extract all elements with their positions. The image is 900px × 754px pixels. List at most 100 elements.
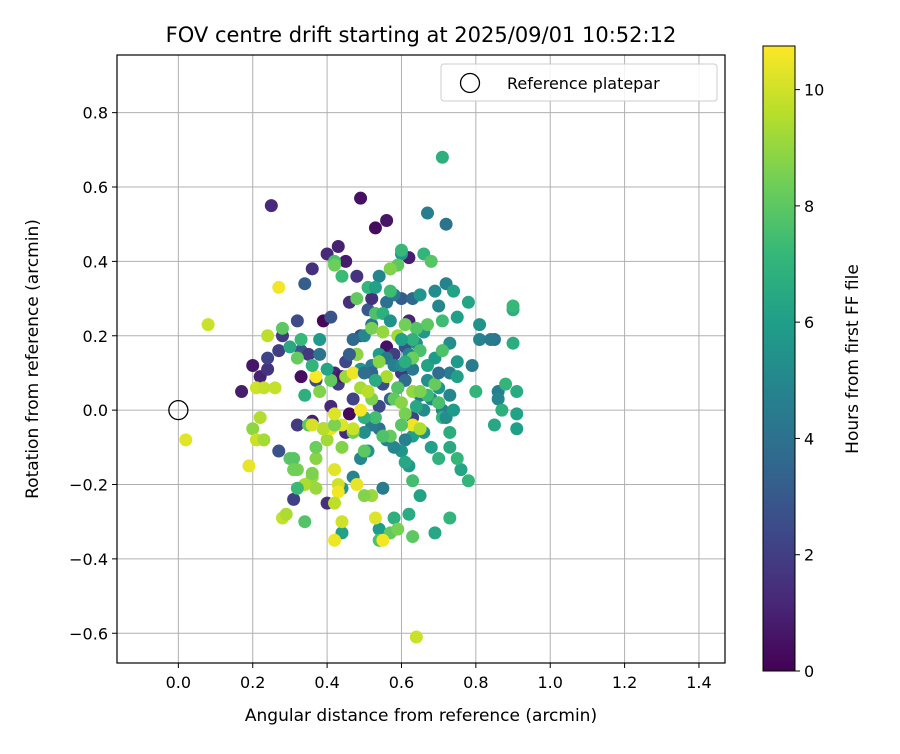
data-point — [298, 277, 312, 291]
plot-area — [117, 55, 725, 663]
data-point — [339, 254, 353, 268]
data-point — [246, 359, 260, 373]
data-point — [421, 318, 435, 332]
data-point — [409, 399, 423, 413]
data-point — [402, 507, 416, 521]
data-point — [406, 530, 420, 544]
data-point — [421, 206, 435, 220]
data-point — [506, 299, 520, 313]
data-point — [428, 377, 442, 391]
data-point — [261, 329, 275, 343]
data-point — [391, 522, 405, 536]
data-point — [290, 351, 304, 365]
data-point — [469, 385, 483, 399]
colorbar: 0 2 4 6 8 10 Hours from first FF file — [762, 45, 863, 681]
data-point — [346, 392, 360, 406]
data-point — [287, 492, 301, 506]
data-point — [335, 515, 349, 529]
data-point — [394, 332, 408, 346]
data-point — [443, 388, 457, 402]
data-point — [413, 385, 427, 399]
data-point — [435, 314, 449, 328]
data-point — [376, 481, 390, 495]
data-point — [391, 381, 405, 395]
x-axis-label: Angular distance from reference (arcmin) — [245, 706, 597, 726]
data-point — [465, 359, 479, 373]
data-point — [383, 314, 397, 328]
colorbar-tick-label: 10 — [804, 81, 824, 100]
x-axis-ticks: 0.0 0.2 0.4 0.6 0.8 1.0 1.2 1.4 — [166, 663, 712, 692]
data-point — [428, 526, 442, 540]
data-point — [432, 451, 446, 465]
data-point — [380, 213, 394, 227]
y-tick-label: −0.2 — [69, 476, 108, 495]
data-point — [443, 440, 457, 454]
y-tick-label: −0.4 — [69, 550, 108, 569]
data-point — [346, 366, 360, 380]
data-point — [432, 299, 446, 313]
colorbar-tick-label: 0 — [804, 662, 814, 681]
data-point — [435, 344, 449, 358]
data-point — [346, 422, 360, 436]
data-point — [376, 325, 390, 339]
data-point — [328, 496, 342, 510]
data-point — [328, 407, 342, 421]
data-point — [275, 321, 289, 335]
data-point — [368, 411, 382, 425]
data-point — [331, 485, 345, 499]
data-point — [328, 463, 342, 477]
data-point — [447, 284, 461, 298]
data-point — [350, 292, 364, 306]
data-point — [290, 481, 304, 495]
data-point — [179, 433, 193, 447]
y-axis-ticks: −0.6 −0.4 −0.2 0.0 0.2 0.4 0.6 0.8 — [69, 104, 117, 643]
data-point — [443, 511, 457, 525]
legend-marker-circle — [459, 72, 481, 94]
data-points — [179, 150, 524, 644]
y-tick-label: −0.6 — [69, 624, 108, 643]
data-point — [365, 292, 379, 306]
data-point — [487, 418, 501, 432]
data-point — [328, 258, 342, 272]
data-point — [450, 310, 464, 324]
data-point — [324, 373, 338, 387]
colorbar-tick-label: 4 — [804, 429, 814, 448]
data-point — [432, 366, 446, 380]
data-point — [309, 440, 323, 454]
data-point — [290, 314, 304, 328]
data-point — [257, 381, 271, 395]
data-point — [409, 321, 423, 335]
data-point — [368, 280, 382, 294]
data-point — [380, 295, 394, 309]
data-point — [350, 269, 364, 283]
data-point — [424, 254, 438, 268]
data-point — [309, 370, 323, 384]
data-point — [432, 396, 446, 410]
data-point — [450, 451, 464, 465]
data-point — [461, 295, 475, 309]
y-tick-label: 0.6 — [83, 178, 108, 197]
data-point — [357, 444, 371, 458]
data-point — [365, 321, 379, 335]
y-axis-label: Rotation from reference (arcmin) — [23, 219, 43, 499]
data-point — [510, 422, 524, 436]
data-point — [257, 433, 271, 447]
legend-box — [440, 63, 718, 102]
data-point — [350, 478, 364, 492]
data-point — [372, 522, 386, 536]
data-point — [380, 370, 394, 384]
data-point — [331, 240, 345, 254]
data-point — [320, 362, 334, 376]
data-point — [439, 217, 453, 231]
data-point — [246, 422, 260, 436]
x-tick-label: 0.0 — [166, 673, 191, 692]
reference-platepar-marker — [168, 399, 189, 421]
colorbar-tick-label: 6 — [804, 313, 814, 332]
colorbar-gradient — [762, 45, 796, 672]
data-point — [320, 433, 334, 447]
data-point — [309, 451, 323, 465]
data-point — [387, 511, 401, 525]
data-point — [357, 366, 371, 380]
data-point — [305, 262, 319, 276]
x-tick-label: 1.0 — [537, 673, 562, 692]
